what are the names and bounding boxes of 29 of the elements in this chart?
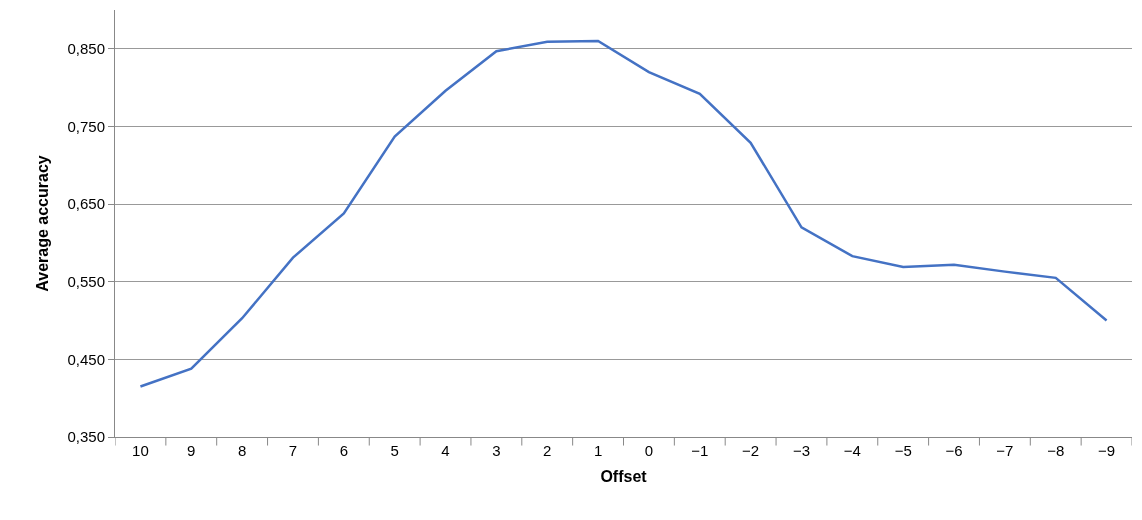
x-tick-label: 3 (492, 442, 501, 459)
x-tick-label: −8 (1047, 442, 1065, 459)
x-tick-label: −6 (945, 442, 963, 459)
x-tick-label: 10 (132, 442, 149, 459)
x-tick-label: 8 (237, 442, 247, 459)
x-tick-label: 1 (593, 442, 603, 459)
x-tick-label: −4 (843, 442, 861, 459)
y-tick-label: 0,750 (67, 117, 105, 135)
x-tick-label: −2 (742, 442, 760, 459)
y-tick-label: 0,650 (67, 195, 105, 213)
line-series (139, 39, 1108, 388)
x-tick-label: −9 (1098, 442, 1116, 459)
x-axis-title: Offset (600, 467, 648, 485)
x-tick-label: 5 (390, 442, 399, 459)
x-tick-label: 9 (187, 442, 196, 459)
y-tick-label: 0,350 (67, 428, 105, 446)
x-tick-label: −3 (792, 442, 811, 459)
y-axis-title: Average accuracy (34, 155, 52, 292)
x-tick-label: 0 (644, 442, 654, 459)
x-tick-label: −1 (691, 442, 709, 459)
y-tick-label: 0,450 (67, 350, 105, 368)
x-tick-label: 7 (288, 442, 298, 459)
x-tick-label: −7 (996, 442, 1014, 459)
x-tick-label: −5 (894, 442, 912, 459)
x-tick-label: 6 (339, 442, 348, 459)
y-tick-label: 0,850 (67, 40, 105, 58)
y-tick-label: 0,550 (67, 272, 105, 290)
x-tick-label: 2 (543, 442, 552, 459)
x-tick-label: 4 (441, 442, 450, 459)
